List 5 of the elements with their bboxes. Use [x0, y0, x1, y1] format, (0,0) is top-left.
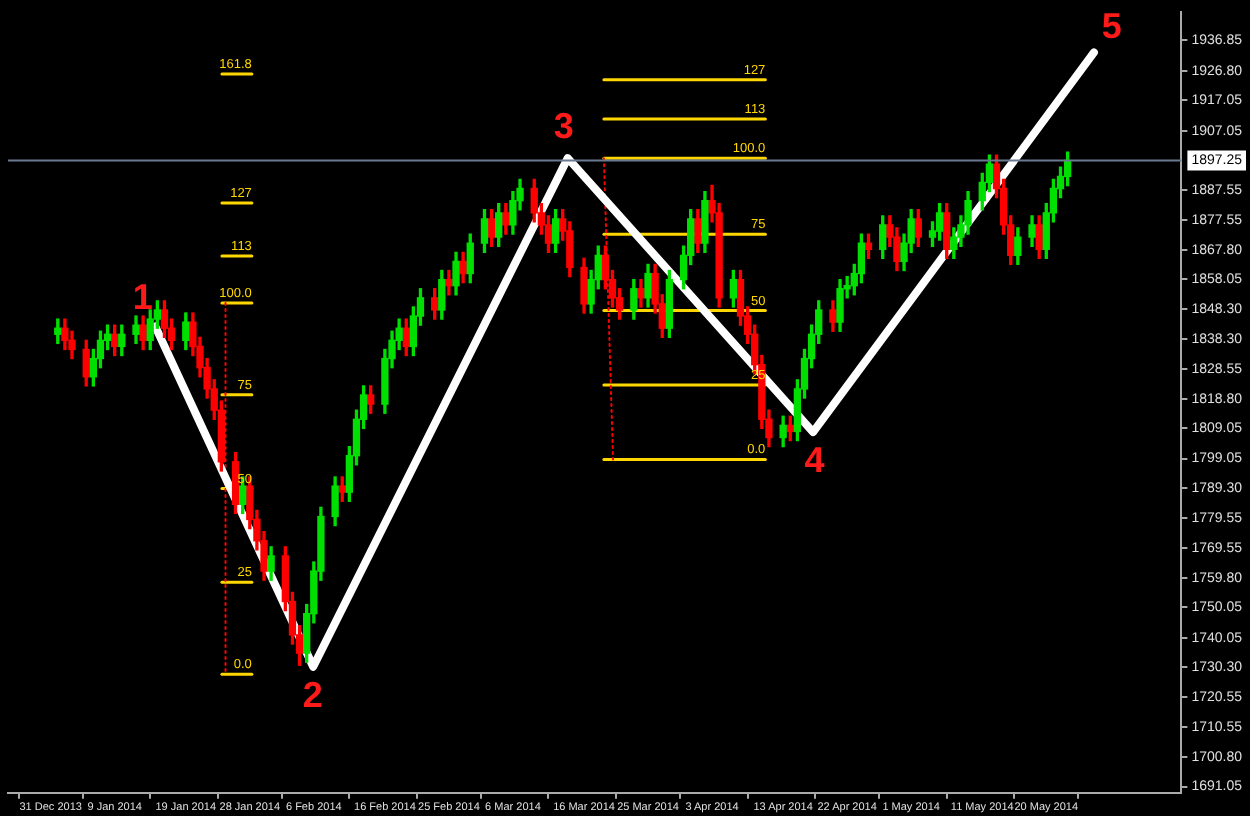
- annotation: 2: [302, 674, 323, 715]
- annotation: 3: [553, 106, 574, 147]
- annotation: 5: [1101, 6, 1122, 47]
- annotation: 4: [804, 439, 825, 480]
- annotation: 1: [132, 277, 153, 318]
